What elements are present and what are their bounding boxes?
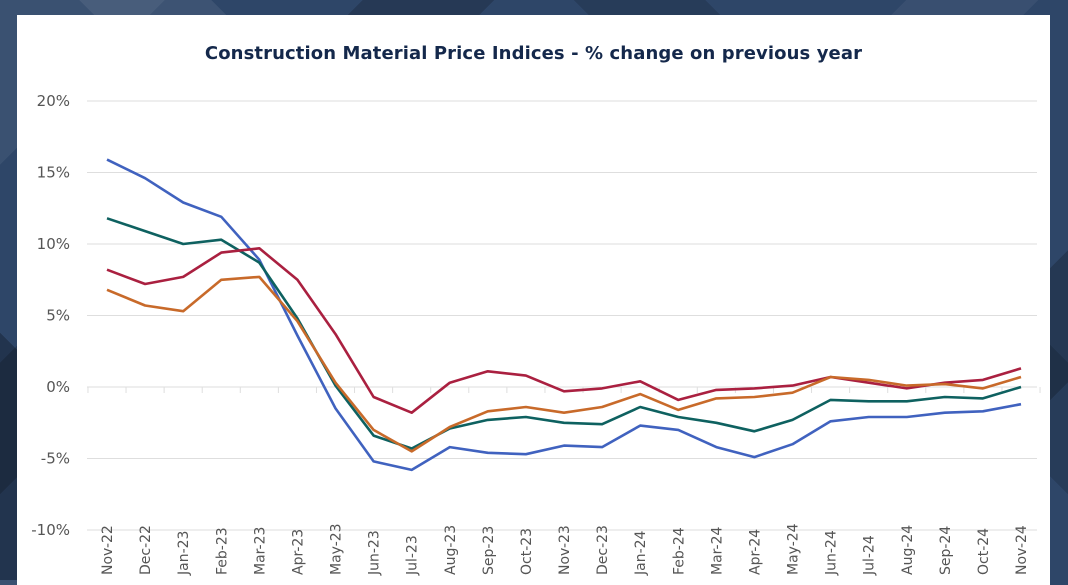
x-tick-label: Nov-22 <box>100 525 116 575</box>
y-axis: 20% 15% 10% 5% 0% -5% -10% <box>31 92 70 539</box>
y-tick-label: -10% <box>31 521 70 539</box>
series-line <box>106 158 1022 472</box>
series-line <box>106 275 1022 453</box>
x-tick-label: Dec-22 <box>138 525 154 575</box>
y-tick-label: 5% <box>46 307 70 325</box>
x-tick-label: Feb-24 <box>671 527 687 575</box>
y-tick-label: 20% <box>37 92 70 110</box>
x-tick-label: Jul-24 <box>862 535 878 576</box>
x-tick-label: Aug-24 <box>900 525 916 575</box>
x-tick-label: Jan-23 <box>176 531 192 576</box>
x-tick-label: Aug-23 <box>443 525 459 575</box>
x-tick-label: Dec-23 <box>595 525 611 575</box>
x-tick-label: Nov-23 <box>557 525 573 575</box>
chart-title: Construction Material Price Indices - % … <box>204 43 863 64</box>
series-line <box>106 247 1022 415</box>
x-tick-label: Oct-24 <box>976 528 992 575</box>
y-tick-label: 0% <box>46 378 70 396</box>
x-tick-label: Sep-23 <box>481 526 497 575</box>
gridlines <box>87 100 1037 531</box>
x-tick-label: Jan-24 <box>633 530 649 576</box>
chart-panel: Construction Material Price Indices - % … <box>17 15 1050 585</box>
x-tick-label: Oct-23 <box>519 528 535 575</box>
x-tick-label: Feb-23 <box>214 527 230 575</box>
x-tick-label: Jun-23 <box>367 530 383 576</box>
series-lines <box>106 158 1022 472</box>
x-tick-label: Mar-24 <box>709 527 725 575</box>
x-tick-label: Jul-23 <box>405 535 421 576</box>
y-tick-label: 10% <box>37 235 70 253</box>
x-tick-label: Nov-24 <box>1014 525 1030 575</box>
y-tick-label: -5% <box>41 450 70 468</box>
x-tick-label: Jun-24 <box>824 530 840 576</box>
series-line <box>106 217 1022 450</box>
x-tick-label: May-23 <box>329 523 345 575</box>
x-tick-label: Sep-24 <box>938 526 954 575</box>
x-tick-label: Mar-23 <box>252 527 268 575</box>
x-tick-label: Apr-23 <box>290 529 306 575</box>
y-tick-label: 15% <box>37 164 70 182</box>
x-tick-label: Apr-24 <box>747 529 763 575</box>
x-tick-label: May-24 <box>786 523 802 575</box>
x-axis: Nov-22 Dec-22 Jan-23 Feb-23 Mar-23 Apr-23 May-… <box>100 523 1030 576</box>
